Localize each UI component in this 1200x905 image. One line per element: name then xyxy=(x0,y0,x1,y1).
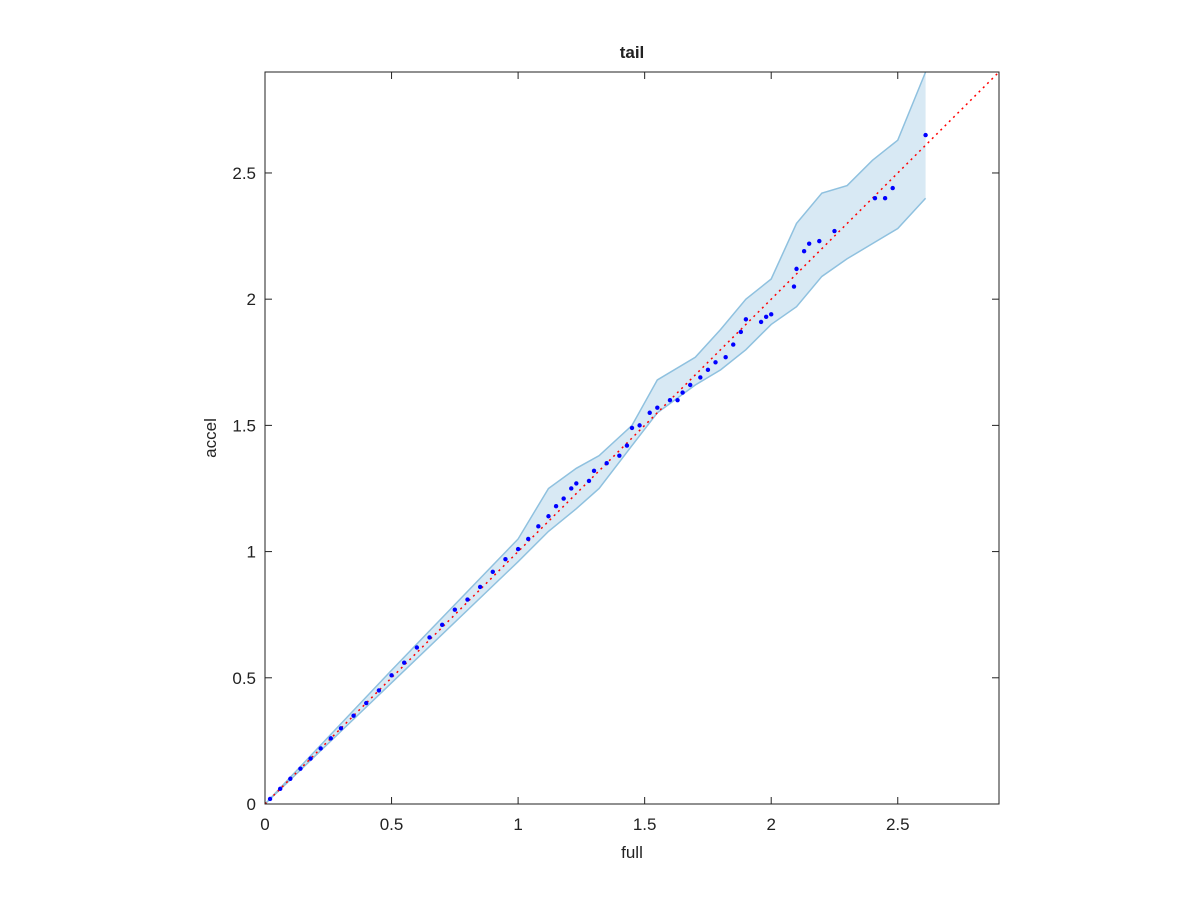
point xyxy=(490,569,495,574)
band-edge xyxy=(264,71,927,805)
point xyxy=(515,546,521,552)
point xyxy=(277,786,283,792)
point xyxy=(872,196,878,201)
point xyxy=(308,756,313,761)
y-axis-label: accel xyxy=(201,418,220,458)
point xyxy=(817,238,822,244)
point xyxy=(364,700,369,706)
y-tick-label: 0 xyxy=(247,795,256,814)
point xyxy=(723,355,728,360)
point xyxy=(503,556,508,562)
confidence-band xyxy=(265,72,926,804)
x-tick-label: 1 xyxy=(513,815,522,834)
point xyxy=(688,382,693,388)
point xyxy=(526,536,531,542)
x-tick-label: 1.5 xyxy=(633,815,657,834)
y-tick-label: 1 xyxy=(247,543,256,562)
point xyxy=(546,514,551,519)
y-tick-label: 0.5 xyxy=(232,669,256,688)
point xyxy=(591,468,597,474)
point xyxy=(351,713,356,718)
point xyxy=(763,314,769,320)
point xyxy=(624,443,630,448)
point xyxy=(637,423,642,428)
point xyxy=(675,397,680,403)
chart-title: tail xyxy=(620,43,645,62)
point xyxy=(731,342,736,347)
point xyxy=(832,228,837,234)
point xyxy=(794,266,799,272)
point xyxy=(758,319,764,325)
point xyxy=(923,132,928,138)
point xyxy=(298,766,303,771)
point xyxy=(569,486,574,491)
band-edge xyxy=(264,197,927,805)
point xyxy=(439,622,445,627)
point xyxy=(890,185,895,191)
point xyxy=(655,405,660,410)
x-tick-label: 2.5 xyxy=(886,815,910,834)
point xyxy=(553,503,559,509)
point xyxy=(667,397,673,403)
point xyxy=(376,688,382,693)
point xyxy=(617,453,622,458)
point xyxy=(629,425,635,431)
plot-frame xyxy=(264,71,1000,805)
point xyxy=(288,776,293,781)
point xyxy=(698,375,703,380)
point xyxy=(574,481,579,486)
point xyxy=(769,312,774,317)
x-tick-label: 2 xyxy=(766,815,775,834)
point xyxy=(267,796,273,802)
point xyxy=(318,746,323,751)
point xyxy=(680,390,685,395)
point xyxy=(536,524,541,529)
y-tick-label: 1.5 xyxy=(232,416,256,435)
point xyxy=(705,367,711,373)
point xyxy=(806,241,812,246)
y-tick-label: 2.5 xyxy=(232,164,256,183)
point xyxy=(743,317,749,322)
x-axis-label: full xyxy=(621,843,643,862)
point xyxy=(328,736,334,741)
point xyxy=(402,660,407,665)
point xyxy=(801,249,807,254)
y-tick-label: 2 xyxy=(247,290,256,309)
point xyxy=(713,360,718,365)
point xyxy=(452,607,458,612)
point xyxy=(338,726,344,731)
point xyxy=(738,329,744,335)
point xyxy=(414,645,420,650)
point xyxy=(647,410,652,415)
point xyxy=(389,673,394,678)
x-tick-label: 0 xyxy=(260,815,269,834)
point xyxy=(882,196,888,201)
point xyxy=(427,635,432,640)
point xyxy=(561,496,566,501)
point xyxy=(791,284,797,289)
point xyxy=(604,461,609,466)
point xyxy=(465,597,470,602)
point xyxy=(586,478,592,484)
point xyxy=(477,584,483,590)
x-tick-label: 0.5 xyxy=(380,815,404,834)
